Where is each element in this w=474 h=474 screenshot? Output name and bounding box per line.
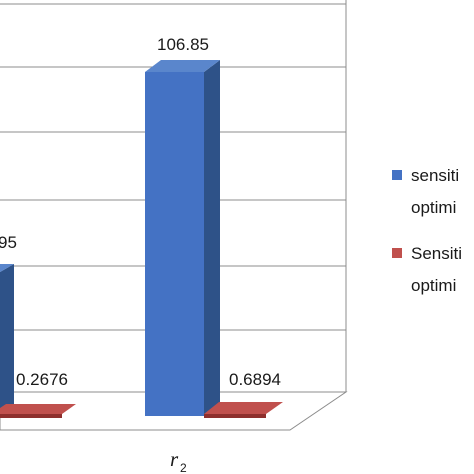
bar-r2-red-top (204, 402, 283, 414)
category-label-subscript: 2 (180, 461, 187, 474)
legend-swatch-blue (392, 170, 402, 180)
legend-swatch-red (392, 248, 402, 258)
legend-entry-1-line2: optimi (411, 198, 456, 217)
legend-entry-2-line1: Sensiti (411, 244, 462, 263)
legend-entry-2-line2: optimi (411, 276, 456, 295)
data-label-left-red: 0.2676 (16, 370, 68, 389)
bar-left-red-front (0, 414, 62, 418)
category-label-main: r (170, 447, 179, 471)
bar-r2-blue-side (204, 60, 220, 416)
bar-left-blue (0, 264, 14, 412)
bar-left-blue-top (0, 264, 14, 272)
bar-r2-blue-top (145, 60, 220, 72)
legend-entry-1-line1: sensiti (411, 166, 459, 185)
bar-r2-red-front (204, 414, 266, 418)
legend: sensiti optimi Sensiti optimi (392, 166, 462, 295)
bar-r2-blue (145, 60, 220, 416)
bar-left-red (0, 404, 76, 418)
data-label-r2-red: 0.6894 (229, 370, 281, 389)
data-label-left-blue: 95 (0, 233, 17, 252)
bar-r2-blue-front (145, 72, 204, 416)
bar-r2-red (204, 402, 283, 418)
bar-left-blue-side (0, 264, 14, 412)
category-label-r2: r 2 (170, 447, 187, 474)
bar-left-red-top (0, 404, 76, 414)
data-label-r2-blue: 106.85 (157, 35, 209, 54)
